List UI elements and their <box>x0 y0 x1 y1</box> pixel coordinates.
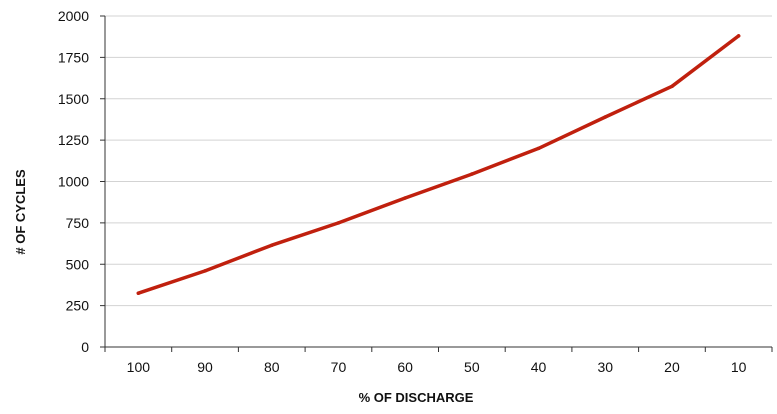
x-tick-label: 10 <box>731 359 747 375</box>
y-tick-labels: 0 250 500 750 1000 1250 1500 1750 2000 <box>58 8 89 355</box>
gridlines <box>105 15 772 307</box>
x-tick-label: 50 <box>464 359 480 375</box>
data-point <box>470 172 474 176</box>
y-tick-label: 750 <box>66 215 90 231</box>
y-tick-label: 1250 <box>58 132 89 148</box>
axes <box>100 15 773 352</box>
x-tick-label: 40 <box>531 359 547 375</box>
y-tick-label: 500 <box>66 256 90 272</box>
y-tick-label: 2000 <box>58 8 89 24</box>
data-point <box>336 221 341 225</box>
x-tick-label: 80 <box>264 359 280 375</box>
x-axis-title: % OF DISCHARGE <box>359 390 474 405</box>
data-point <box>736 34 741 38</box>
x-tick-labels: 100 90 80 70 60 50 40 30 20 10 <box>127 359 747 375</box>
data-point <box>203 269 207 273</box>
x-tick-label: 60 <box>397 359 413 375</box>
data-point <box>670 84 674 89</box>
series-line <box>136 34 741 295</box>
x-tick-label: 20 <box>664 359 680 375</box>
data-point <box>270 243 274 247</box>
y-tick-label: 1500 <box>58 91 89 107</box>
data-point <box>403 196 407 200</box>
data-point <box>603 115 607 119</box>
series-lines <box>136 34 741 295</box>
y-axis-title: # OF CYCLES <box>13 169 28 255</box>
x-tick-label: 100 <box>127 359 151 375</box>
x-tick-label: 30 <box>597 359 613 375</box>
x-tick-label: 90 <box>197 359 213 375</box>
x-tick-label: 70 <box>331 359 347 375</box>
data-point <box>536 146 541 151</box>
data-point <box>136 291 141 295</box>
y-tick-label: 1000 <box>58 174 89 190</box>
y-tick-label: 250 <box>66 298 90 314</box>
y-tick-label: 0 <box>81 339 89 355</box>
y-tick-label: 1750 <box>58 49 89 65</box>
